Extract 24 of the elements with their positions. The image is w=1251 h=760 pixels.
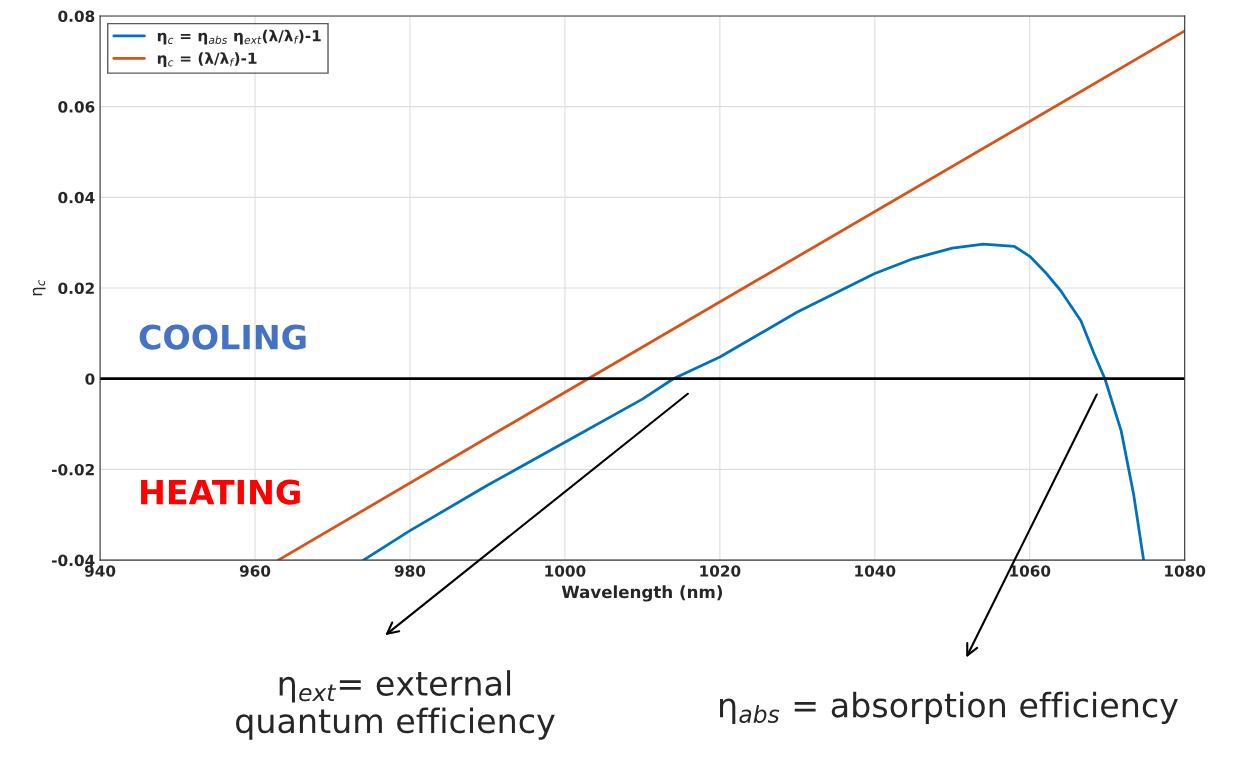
y-tick-label: 0.02 xyxy=(58,282,94,295)
y-tick-label: 0 xyxy=(85,373,95,385)
y-tick-label: 0.08 xyxy=(58,10,95,22)
x-tick-label: 1000 xyxy=(545,565,586,577)
y-tick-label: -0.04 xyxy=(52,554,95,567)
y-axis-title: η$_{c}$ xyxy=(32,279,46,296)
y-tick-label: 0.04 xyxy=(58,191,95,204)
x-tick-label: 960 xyxy=(239,565,271,577)
x-tick-label: 1020 xyxy=(700,565,741,577)
x-tick-label: 1060 xyxy=(1010,565,1051,577)
x-tick-label: 1040 xyxy=(855,565,896,577)
text: η$_{ext}$= external quantum efficiency xyxy=(236,670,555,740)
y-tick-label: 0.06 xyxy=(58,101,95,113)
text: η$_{c}$ = η$_{abs}$ η$_{ext}$(λ/λ$_{f}$)-1 xyxy=(157,29,321,45)
x-tick-label: 940 xyxy=(84,565,116,577)
x-tick-label: 980 xyxy=(394,565,426,577)
text: η$_{abs}$ = absorption efficiency xyxy=(720,691,1178,725)
line-series xyxy=(362,242,1146,561)
annotation: HEATING xyxy=(141,479,300,505)
legend-label: η$_{c}$ = (λ/λ$_{f}$)-1 xyxy=(157,52,257,67)
annotation: COOLING xyxy=(139,324,306,350)
x-axis-title: Wavelength (nm) xyxy=(561,585,723,602)
y-tick-label: -0.02 xyxy=(52,463,94,476)
x-tick-label: 1080 xyxy=(1165,565,1206,577)
